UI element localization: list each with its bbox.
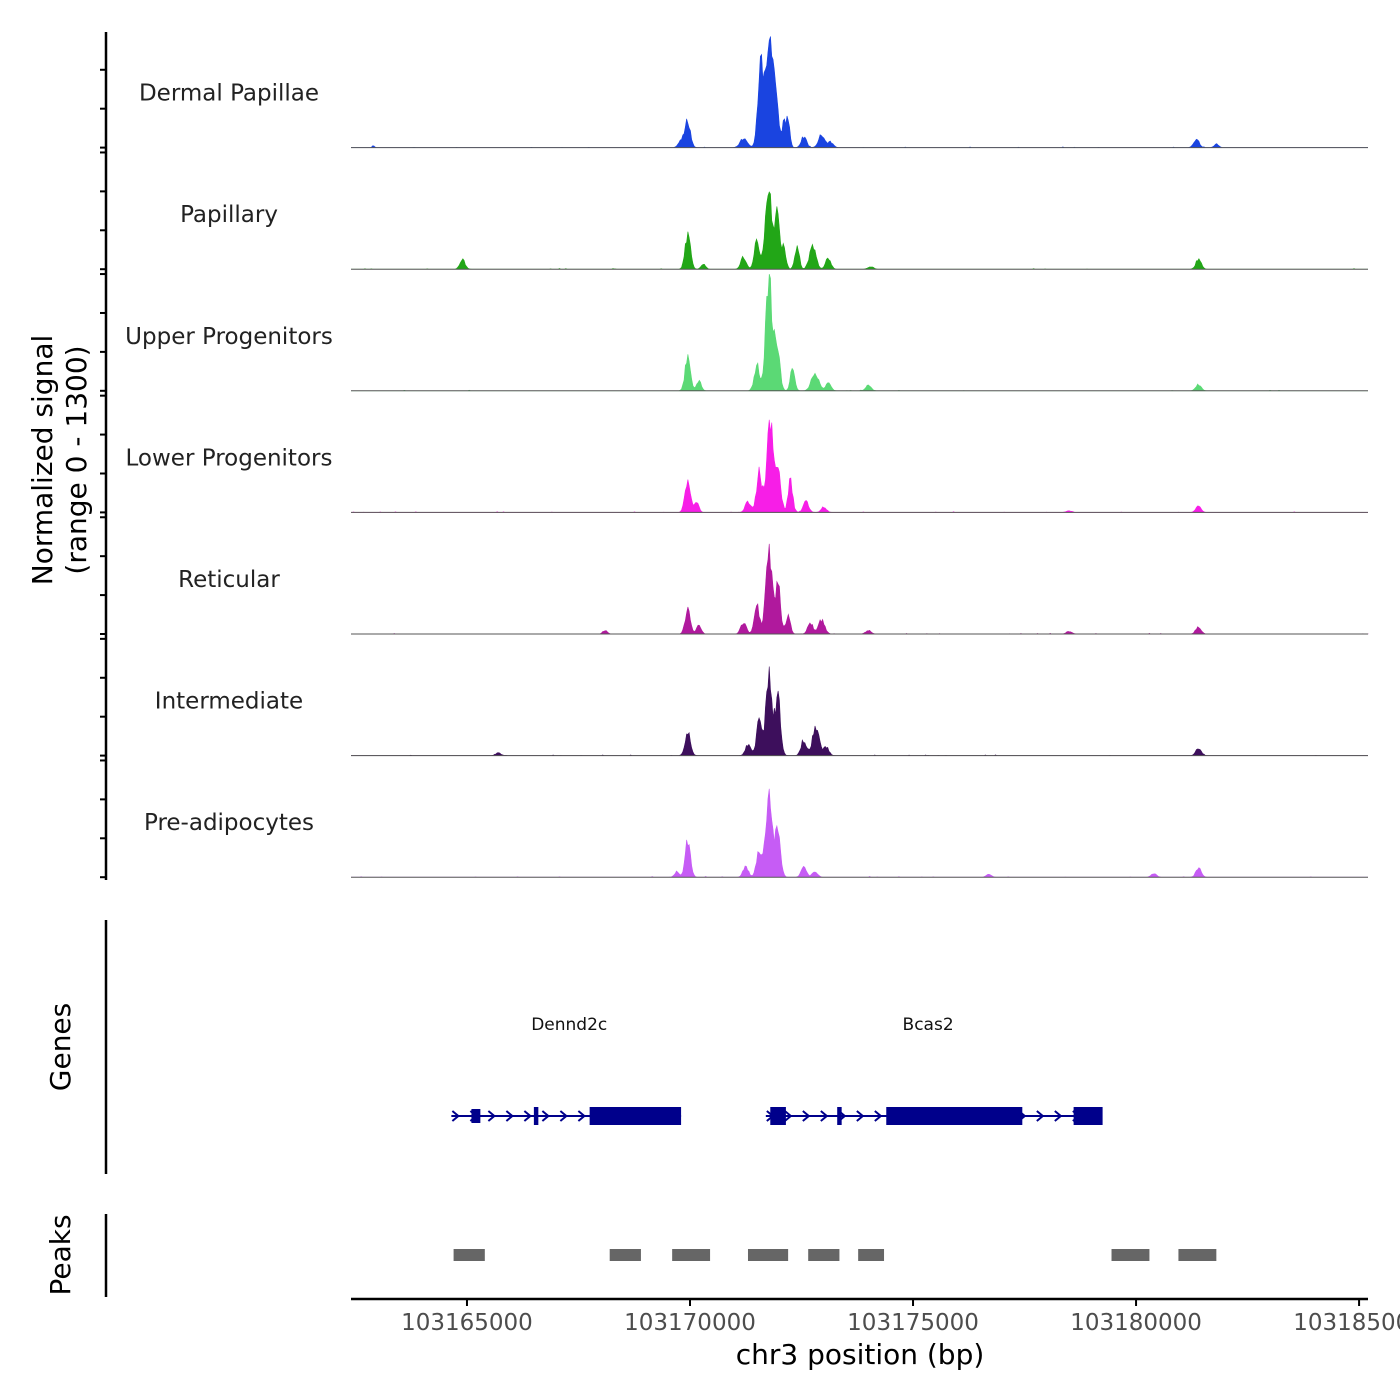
peak-region: [747, 1249, 789, 1261]
coverage-area: [351, 36, 1368, 148]
peak-region: [453, 1249, 485, 1261]
peak-region: [858, 1249, 885, 1261]
track-label: Intermediate: [155, 689, 303, 715]
strand-arrow: [559, 1110, 568, 1122]
track-label: Dermal Papillae: [139, 81, 319, 107]
track-pre-adipocytes: Pre-adipocytes: [144, 788, 1368, 878]
peak-region: [808, 1249, 840, 1261]
strand-arrow: [1054, 1110, 1063, 1122]
y-axis-title-line2: (range 0 - 1300): [60, 345, 93, 574]
gene-exon: [837, 1107, 842, 1125]
gene-models: Dennd2c Bcas2: [451, 1015, 1103, 1125]
peaks-panel: Peaks: [44, 1214, 1217, 1297]
strand-arrow: [784, 1110, 793, 1122]
track-lower-progenitors: Lower Progenitors: [126, 419, 1368, 513]
coverage-area: [351, 273, 1368, 392]
track-label: Upper Progenitors: [125, 324, 333, 350]
y-axis-title: Normalized signal (range 0 - 1300): [26, 335, 93, 586]
coverage-area: [351, 666, 1368, 756]
x-tick-label: 103180000: [1070, 1310, 1202, 1336]
gene-exon: [1073, 1107, 1103, 1125]
x-tick-label: 103170000: [624, 1310, 756, 1336]
track-papillary: Papillary: [180, 191, 1368, 270]
x-tick-label: 103175000: [847, 1310, 979, 1336]
strand-arrow: [856, 1110, 865, 1122]
strand-arrow: [523, 1110, 532, 1122]
x-tick-label: 103165000: [401, 1310, 533, 1336]
y-axis-title-line1: Normalized signal: [26, 335, 59, 586]
x-axis: 103165000 103170000 103175000 103180000 1031…: [351, 1297, 1400, 1336]
gene-label: Bcas2: [903, 1015, 954, 1035]
genes-panel: Genes Dennd2c Bcas2: [44, 920, 1103, 1174]
peaks-panel-label: Peaks: [44, 1214, 77, 1295]
track-label: Reticular: [178, 567, 280, 593]
strand-arrow: [505, 1110, 514, 1122]
coverage-area: [351, 419, 1368, 513]
coverage-area: [351, 191, 1368, 270]
strand-arrow: [820, 1110, 829, 1122]
genes-panel-label: Genes: [44, 1003, 77, 1091]
coverage-area: [351, 543, 1369, 635]
track-label: Lower Progenitors: [126, 445, 333, 471]
peak-regions: [453, 1249, 1217, 1261]
coverage-tracks: Dermal Papillae Papillary Upper Progenitor…: [125, 36, 1369, 878]
strand-arrow: [874, 1110, 883, 1122]
track-label: Papillary: [180, 202, 278, 228]
strand-arrow: [451, 1110, 460, 1122]
gene-exon: [770, 1107, 786, 1125]
gene-dennd2c: Dennd2c: [451, 1015, 682, 1125]
gene-bcas2: Bcas2: [765, 1015, 1103, 1125]
track-intermediate: Intermediate: [155, 666, 1368, 757]
peak-region: [1111, 1249, 1150, 1261]
gene-exon: [471, 1109, 481, 1123]
strand-arrow: [1036, 1110, 1045, 1122]
strand-arrow: [487, 1110, 496, 1122]
gene-label: Dennd2c: [531, 1015, 607, 1035]
gene-exon: [886, 1107, 1023, 1125]
track-reticular: Reticular: [178, 543, 1369, 635]
track-label: Pre-adipocytes: [144, 810, 314, 836]
track-upper-progenitors: Upper Progenitors: [125, 273, 1368, 392]
peak-region: [1178, 1249, 1217, 1261]
x-tick-label: 103185000: [1293, 1310, 1400, 1336]
strand-arrow: [541, 1110, 550, 1122]
peak-region: [672, 1249, 711, 1261]
gene-exon: [589, 1107, 682, 1125]
strand-arrow: [577, 1110, 586, 1122]
track-dermal-papillae: Dermal Papillae: [139, 36, 1368, 149]
coverage-area: [351, 788, 1368, 878]
strand-arrow: [802, 1110, 811, 1122]
peak-region: [609, 1249, 641, 1261]
signal-y-axis: [100, 32, 108, 880]
gene-exon: [533, 1107, 539, 1125]
x-axis-title: chr3 position (bp): [736, 1338, 985, 1371]
